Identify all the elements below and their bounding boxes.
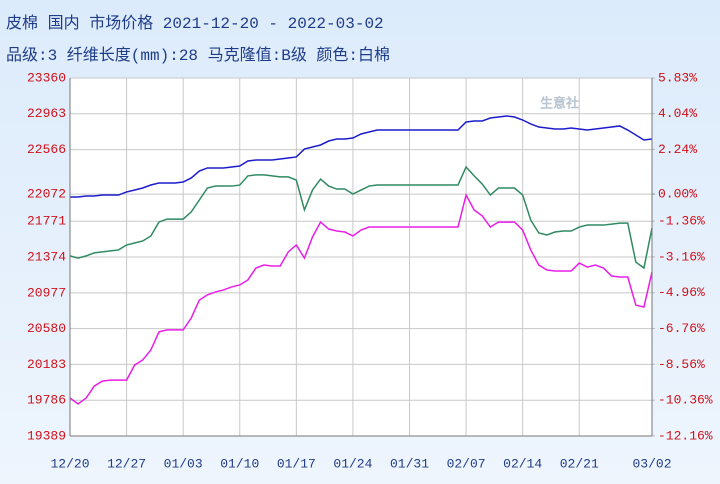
x-tick-label: 12/27 (107, 456, 146, 471)
x-tick-label: 01/24 (333, 456, 372, 471)
lines (69, 115, 653, 405)
y2-tick-label: 2.24% (658, 142, 697, 157)
series-line (70, 115, 653, 198)
y2-tick-label: 5.83% (658, 70, 697, 85)
y2-tick-label: -3.16% (658, 249, 705, 264)
chart-title: 皮棉 国内 市场价格 2021-12-20 - 2022-03-02 (6, 14, 384, 33)
series-line (69, 192, 653, 405)
series-line (69, 165, 653, 270)
y-tick-label: 20977 (27, 285, 66, 300)
x-tick-label: 01/17 (277, 456, 316, 471)
y-tick-label: 21771 (27, 214, 66, 229)
x-tick-label: 01/31 (390, 456, 429, 471)
y2-tick-label: -4.96% (658, 285, 705, 300)
chart-subtitle: 品级:3 纤维长度(mm):28 马克隆值:B级 颜色:白棉 (6, 46, 390, 65)
y-tick-label: 22963 (27, 106, 66, 121)
y-tick-label: 22566 (27, 142, 66, 157)
y-tick-label: 21374 (27, 249, 66, 264)
watermark: 生意社 (540, 95, 579, 111)
y-tick-label: 19389 (27, 428, 66, 443)
y2-tick-label: -6.76% (658, 321, 705, 336)
y-tick-label: 23360 (27, 70, 66, 85)
y-tick-label: 20183 (27, 357, 66, 372)
x-tick-label: 03/02 (632, 456, 671, 471)
y-tick-label: 22072 (27, 187, 66, 202)
x-tick-label: 02/14 (503, 456, 542, 471)
y2-tick-label: -1.36% (658, 214, 705, 229)
x-tick-label: 12/20 (50, 456, 89, 471)
x-tick-label: 01/03 (164, 456, 203, 471)
y-tick-label: 20580 (27, 321, 66, 336)
x-tick-label: 01/10 (220, 456, 259, 471)
y2-tick-label: -8.56% (658, 357, 705, 372)
x-tick-label: 02/21 (560, 456, 599, 471)
y-tick-label: 19786 (27, 393, 66, 408)
y2-tick-label: 4.04% (658, 106, 697, 121)
y2-tick-label: -10.36% (658, 393, 713, 408)
x-tick-label: 02/07 (447, 456, 486, 471)
y2-tick-label: 0.00% (658, 186, 697, 201)
y2-tick-label: -12.16% (658, 428, 713, 443)
